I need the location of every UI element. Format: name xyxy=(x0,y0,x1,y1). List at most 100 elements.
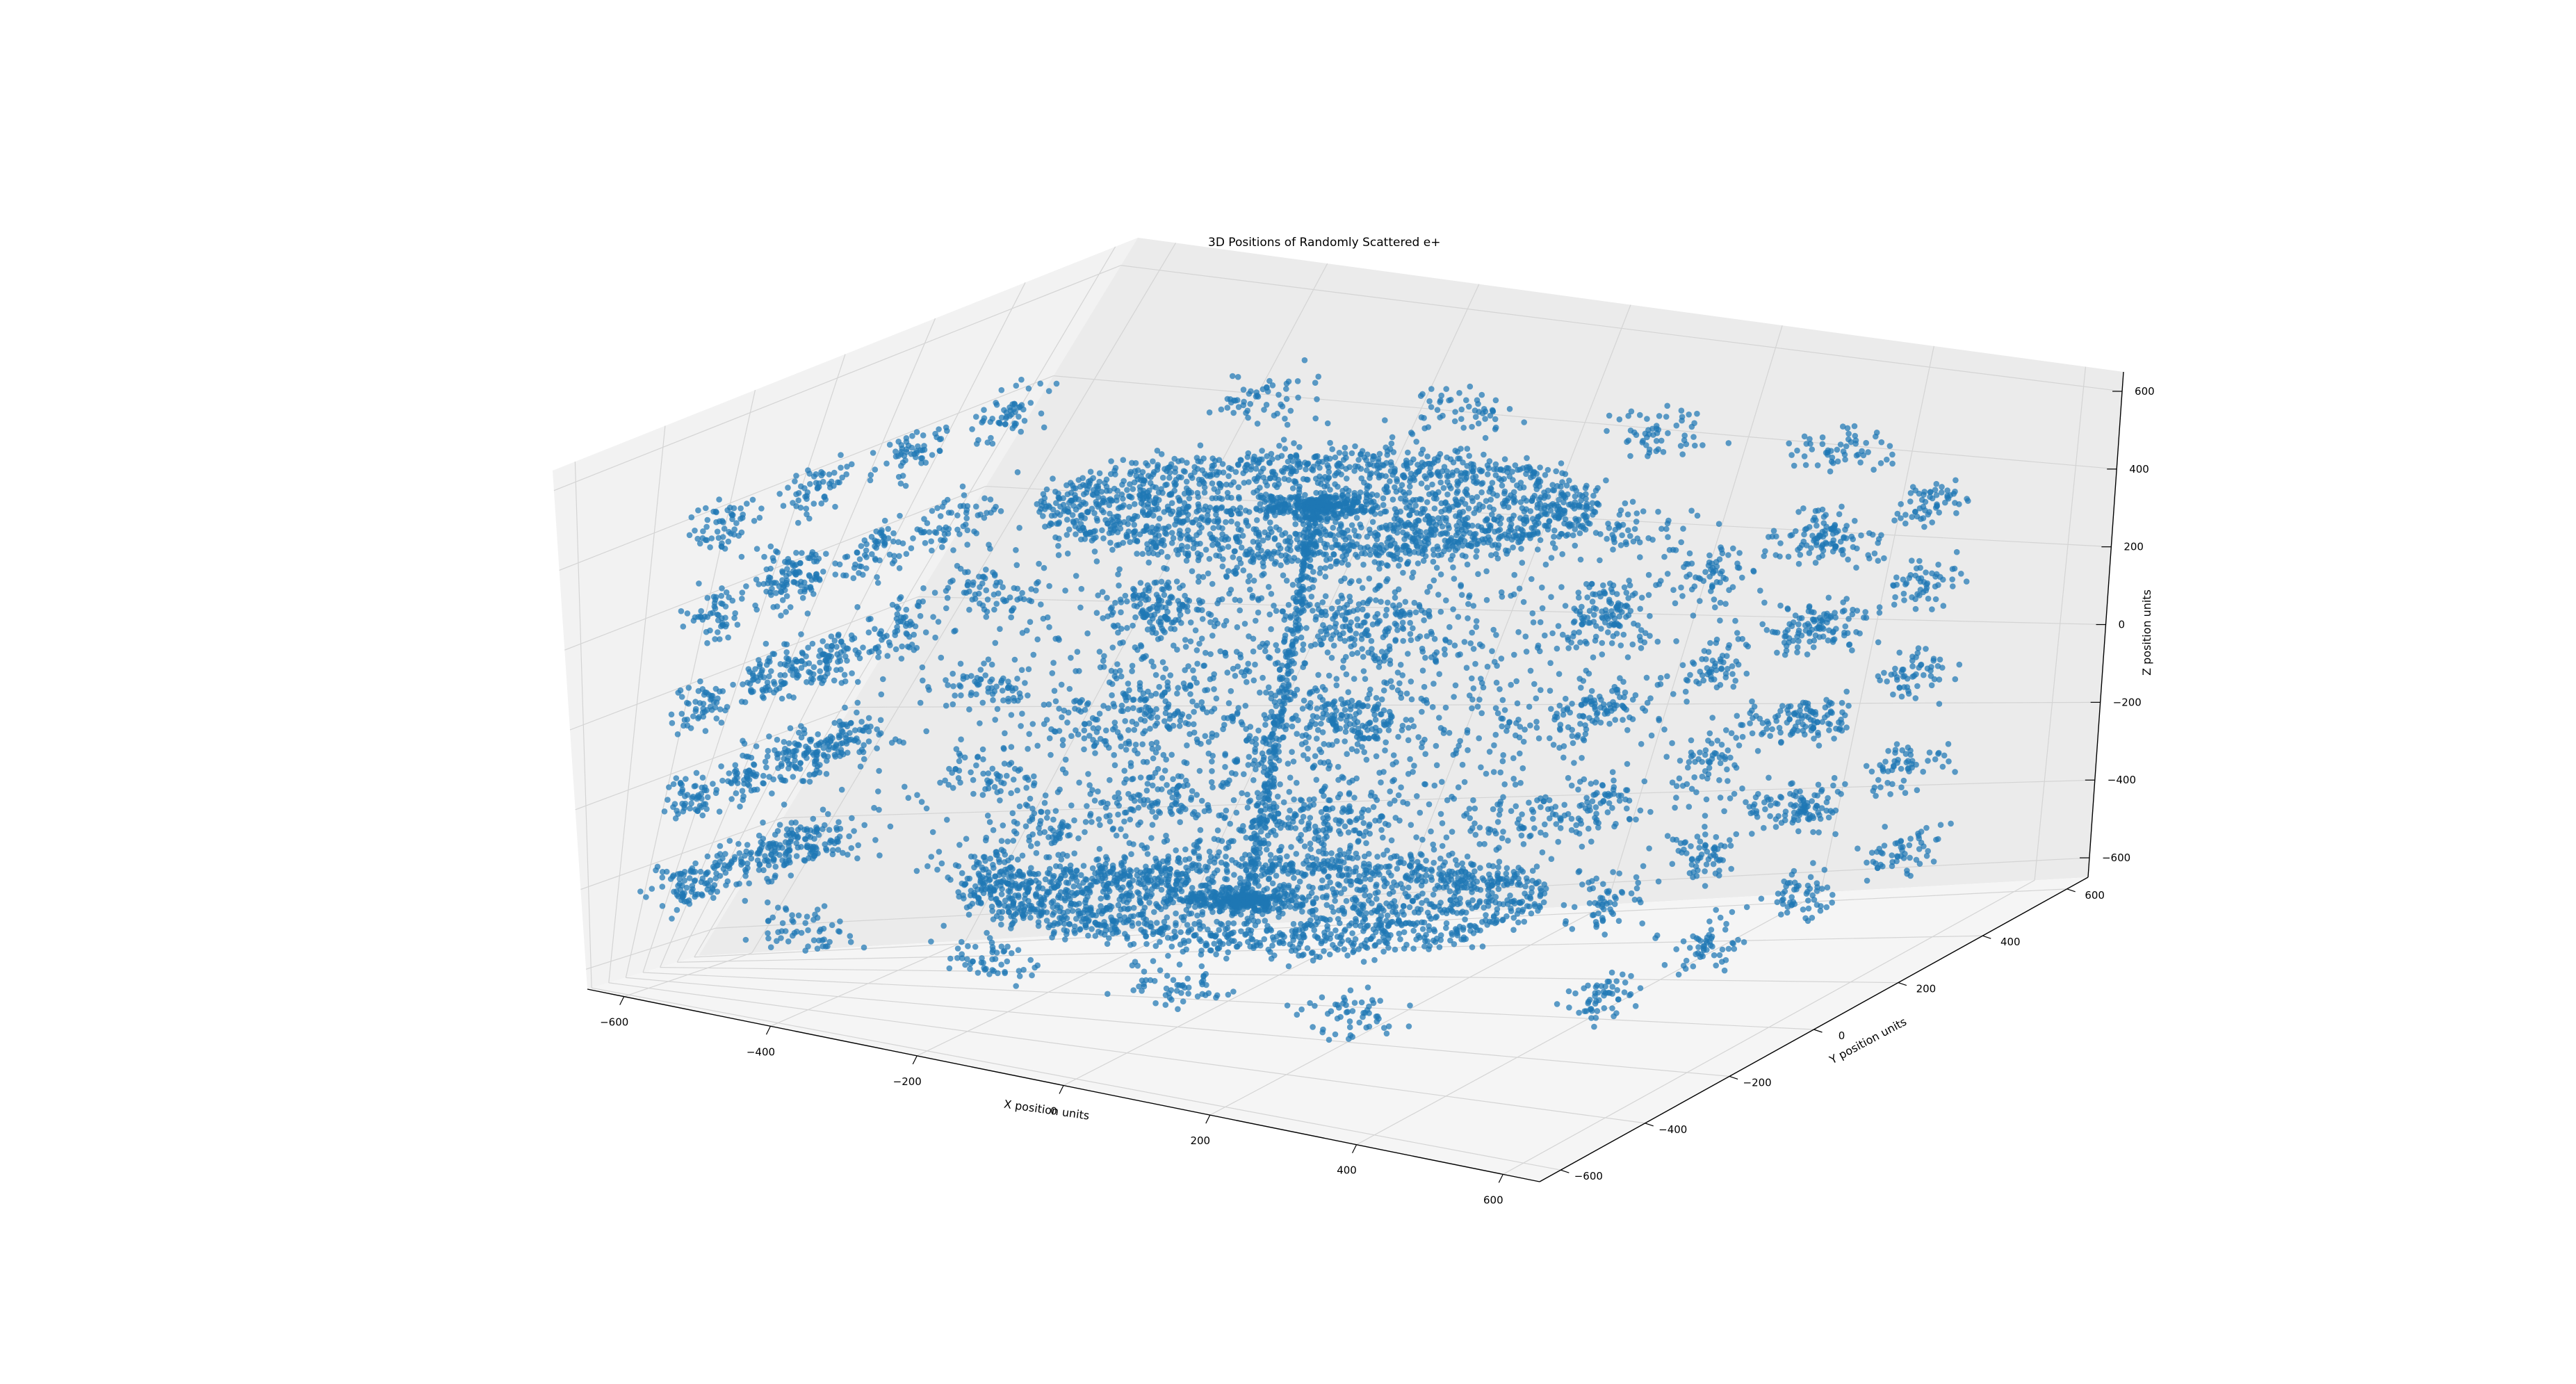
scatter-point xyxy=(1032,909,1039,915)
scatter-point xyxy=(1209,542,1216,548)
scatter-point xyxy=(1426,469,1433,476)
scatter-point xyxy=(754,786,760,793)
scatter-point xyxy=(1255,551,1262,557)
scatter-point xyxy=(1238,527,1244,533)
scatter-point xyxy=(961,492,968,498)
scatter-point xyxy=(767,589,774,596)
scatter-point xyxy=(1278,710,1285,717)
scatter-point xyxy=(875,654,881,660)
grid-line xyxy=(1503,879,2035,1175)
scatter-point xyxy=(1219,531,1225,537)
scatter-point xyxy=(1215,542,1221,548)
scatter-point xyxy=(1404,893,1410,900)
scatter-point xyxy=(1529,877,1535,884)
scatter-point xyxy=(1483,912,1489,918)
scatter-point xyxy=(1423,857,1429,864)
scatter-point xyxy=(1185,550,1191,557)
scatter-point xyxy=(1259,456,1265,463)
scatter-point xyxy=(712,859,719,866)
scatter-point xyxy=(1506,473,1513,480)
scatter-point xyxy=(1292,521,1298,528)
scatter-point xyxy=(815,731,821,738)
scatter-point xyxy=(1081,491,1087,498)
scatter-point xyxy=(751,518,758,524)
scatter-point xyxy=(1394,882,1400,888)
scatter-point xyxy=(1281,475,1288,482)
scatter-point xyxy=(674,906,680,913)
scatter-point xyxy=(1220,469,1227,475)
scatter-point xyxy=(887,642,893,649)
scatter-point xyxy=(1177,941,1184,947)
scatter-point xyxy=(1346,510,1353,516)
scatter-point xyxy=(1255,918,1262,925)
scatter-point xyxy=(858,563,865,570)
scatter-point xyxy=(1524,455,1530,462)
scatter-point xyxy=(1485,471,1491,478)
scatter-point xyxy=(935,619,942,625)
scatter-point xyxy=(1172,469,1178,475)
scatter-point xyxy=(1300,475,1307,482)
scatter-point xyxy=(1492,461,1499,468)
scatter-point xyxy=(1173,481,1179,488)
scatter-point xyxy=(929,547,935,554)
scatter-point xyxy=(843,471,849,478)
scatter-point xyxy=(1296,878,1303,885)
scatter-point xyxy=(1155,551,1161,558)
scatter-point xyxy=(760,694,767,701)
scatter-point xyxy=(1428,532,1435,538)
scatter-point xyxy=(1075,526,1082,532)
scatter-point xyxy=(1367,869,1373,875)
scatter-point xyxy=(1471,510,1478,516)
scatter-point xyxy=(1495,886,1502,893)
scatter-point xyxy=(944,428,950,434)
scatter-point xyxy=(714,528,721,535)
scatter-point xyxy=(1453,927,1460,934)
scatter-point xyxy=(1203,941,1209,947)
scatter-point xyxy=(1152,943,1159,950)
scatter-point xyxy=(770,604,776,610)
scatter-point xyxy=(1018,376,1025,383)
scatter-point xyxy=(1259,448,1265,454)
scatter-point xyxy=(1427,465,1434,471)
scatter-point xyxy=(1120,457,1127,463)
scatter-point xyxy=(1113,918,1120,925)
scatter-point xyxy=(1130,486,1136,492)
scatter-point xyxy=(1089,491,1096,498)
scatter-point xyxy=(1289,469,1295,475)
scatter-point xyxy=(1089,926,1095,932)
scatter-point xyxy=(1156,515,1163,522)
scatter-point xyxy=(1216,927,1222,934)
scatter-point xyxy=(1035,922,1042,929)
scatter-point xyxy=(1421,943,1428,950)
scatter-point xyxy=(1051,909,1057,916)
scatter-point xyxy=(1353,532,1359,539)
scatter-point xyxy=(1338,471,1344,478)
scatter-point xyxy=(1269,469,1275,475)
scatter-point xyxy=(1490,863,1497,870)
scatter-point xyxy=(748,771,755,777)
scatter-point xyxy=(723,621,730,628)
scatter-point xyxy=(719,777,726,784)
scatter-point xyxy=(1083,924,1089,931)
scatter-point xyxy=(1106,935,1112,941)
scatter-point xyxy=(1276,443,1282,449)
scatter-point xyxy=(1370,453,1376,459)
scatter-point xyxy=(879,532,886,539)
scatter-point xyxy=(739,514,746,521)
scatter-point xyxy=(826,471,833,478)
scatter-point xyxy=(764,679,771,685)
scatter-point xyxy=(1542,522,1548,529)
scatter-point xyxy=(1440,862,1446,869)
scatter-point xyxy=(1464,853,1471,860)
scatter-point xyxy=(1073,890,1079,897)
scatter-point xyxy=(1303,466,1309,473)
scatter-point xyxy=(1343,897,1350,904)
scatter-point xyxy=(1295,498,1302,505)
scatter-point xyxy=(1143,921,1150,928)
scatter-point xyxy=(1177,929,1184,936)
scatter-point xyxy=(1183,478,1190,485)
scatter-point xyxy=(850,575,857,581)
scatter-point xyxy=(1225,940,1232,947)
scatter-point xyxy=(1219,563,1226,570)
scatter-point xyxy=(1150,529,1156,535)
